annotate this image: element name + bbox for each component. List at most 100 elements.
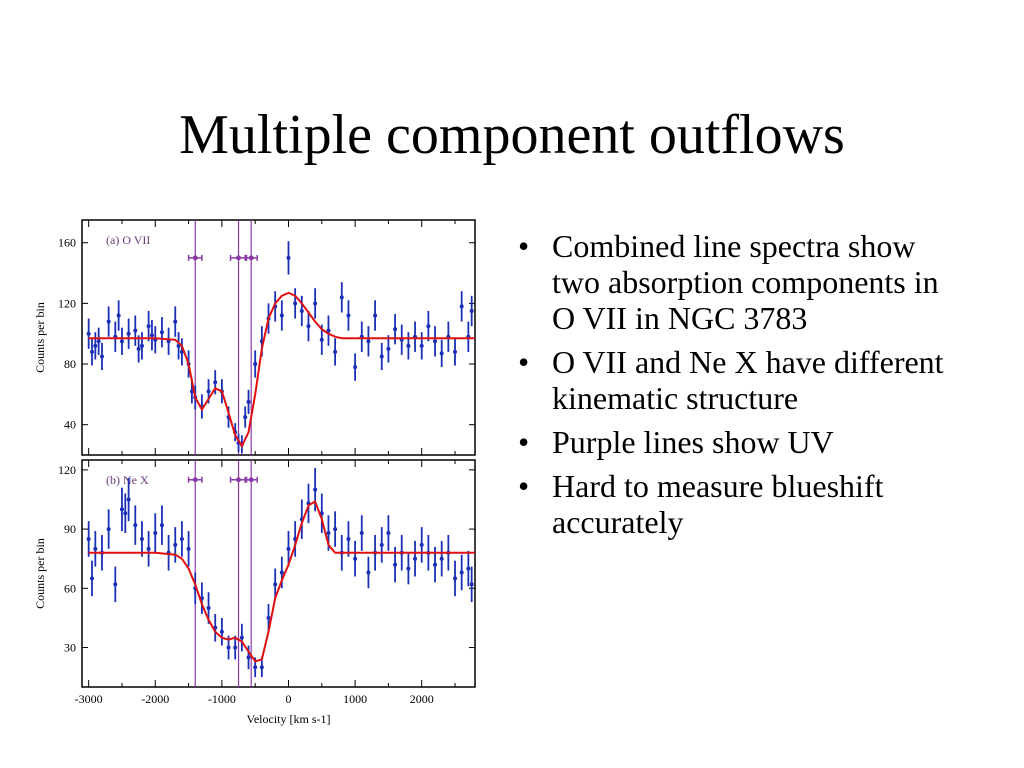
data-point [373,313,378,318]
chart-panel-nex: 30 60 90 120 Counts per bin (b) Ne X -3000 -200… [33,459,476,726]
data-point [419,542,424,547]
data-point [346,313,351,318]
x-tick-label: 0 [285,692,291,706]
y-tick-label: 90 [64,522,76,536]
data-point [273,582,278,587]
bullet-item: • Purple lines show UV [512,424,952,460]
data-point [99,354,104,359]
bullet-text: O VII and Ne X have different kinematic … [552,344,944,416]
uv-point [248,477,254,483]
data-point [159,330,164,335]
data-point [386,531,391,536]
x-tick-label: -2000 [141,692,169,706]
panel-label: (a) O VII [106,233,150,247]
y-tick-label: 30 [64,641,76,655]
y-tick-label: 40 [64,418,76,432]
data-point [433,339,438,344]
y-axis-label: Counts per bin [33,538,47,609]
data-point [339,295,344,300]
x-axis-label: Velocity [km s-1] [247,712,331,726]
bullet-item: • O VII and Ne X have different kinematic… [512,344,952,416]
x-tick-label: -1000 [208,692,236,706]
bullet-dot-icon: • [518,468,530,504]
data-point [279,313,284,318]
data-point [346,536,351,541]
bullet-text: Hard to measure blueshift accurately [552,468,884,540]
bullet-item: • Hard to measure blueshift accurately [512,468,952,540]
data-point [366,339,371,344]
bullet-dot-icon: • [518,228,530,264]
data-point [453,576,458,581]
data-point [393,327,398,332]
data-point [253,362,258,367]
data-point [123,511,128,516]
bullet-text: Purple lines show UV [552,424,834,460]
uv-point [236,255,242,261]
uv-point [192,477,198,483]
x-tick-label: 1000 [343,692,367,706]
data-point [359,531,364,536]
data-point [86,331,91,336]
data-point [119,339,124,344]
data-point [326,531,331,536]
y-tick-label: 160 [58,236,76,250]
data-point [413,556,418,561]
data-point [393,562,398,567]
data-point [313,487,318,492]
data-point [259,665,264,670]
data-point [139,536,144,541]
uv-point [248,255,254,261]
slide-title: Multiple component outflows [179,104,845,166]
data-point [226,645,231,650]
data-point [379,354,384,359]
data-point [306,324,311,329]
data-point [386,346,391,351]
data-point [246,655,251,660]
data-point [293,301,298,306]
model-fit-line [88,291,475,448]
data-point [206,606,211,611]
data-point [133,523,138,528]
data-point [136,346,141,351]
data-point [106,319,111,324]
x-tick-label: 2000 [410,692,434,706]
data-point [106,527,111,532]
data-point [113,582,118,587]
data-point [333,349,338,354]
data-point [353,365,358,370]
data-point [206,389,211,394]
y-axis-label: Counts per bin [33,302,47,373]
data-point [266,615,271,620]
data-point [353,556,358,561]
data-point [286,255,291,260]
chart-panel-ovii: 40 80 120 160 Counts per bin (a) O VII [33,219,476,456]
data-point [333,527,338,532]
data-point [313,301,318,306]
data-point [379,542,384,547]
y-tick-label: 120 [58,463,76,477]
data-point [146,324,151,329]
data-point [119,507,124,512]
data-point [253,665,258,670]
data-point [286,546,291,551]
data-point [426,324,431,329]
data-point [319,337,324,342]
data-point [133,328,138,333]
data-point [173,542,178,547]
data-point [466,566,471,571]
data-point [366,570,371,575]
bullet-dot-icon: • [518,344,530,380]
data-point [126,497,131,502]
spectra-chart: 40 80 120 160 Counts per bin (a) O VII 30 60 90 1… [33,219,476,726]
panel-label: (b) Ne X [106,473,149,487]
data-point [406,343,411,348]
data-point [439,351,444,356]
data-point [146,546,151,551]
data-point [96,339,101,344]
data-point [419,343,424,348]
data-point [326,328,331,333]
data-point [433,562,438,567]
data-point [469,308,474,313]
data-point [299,308,304,313]
bullet-item: • Combined line spectra show two absorpti… [512,228,952,336]
